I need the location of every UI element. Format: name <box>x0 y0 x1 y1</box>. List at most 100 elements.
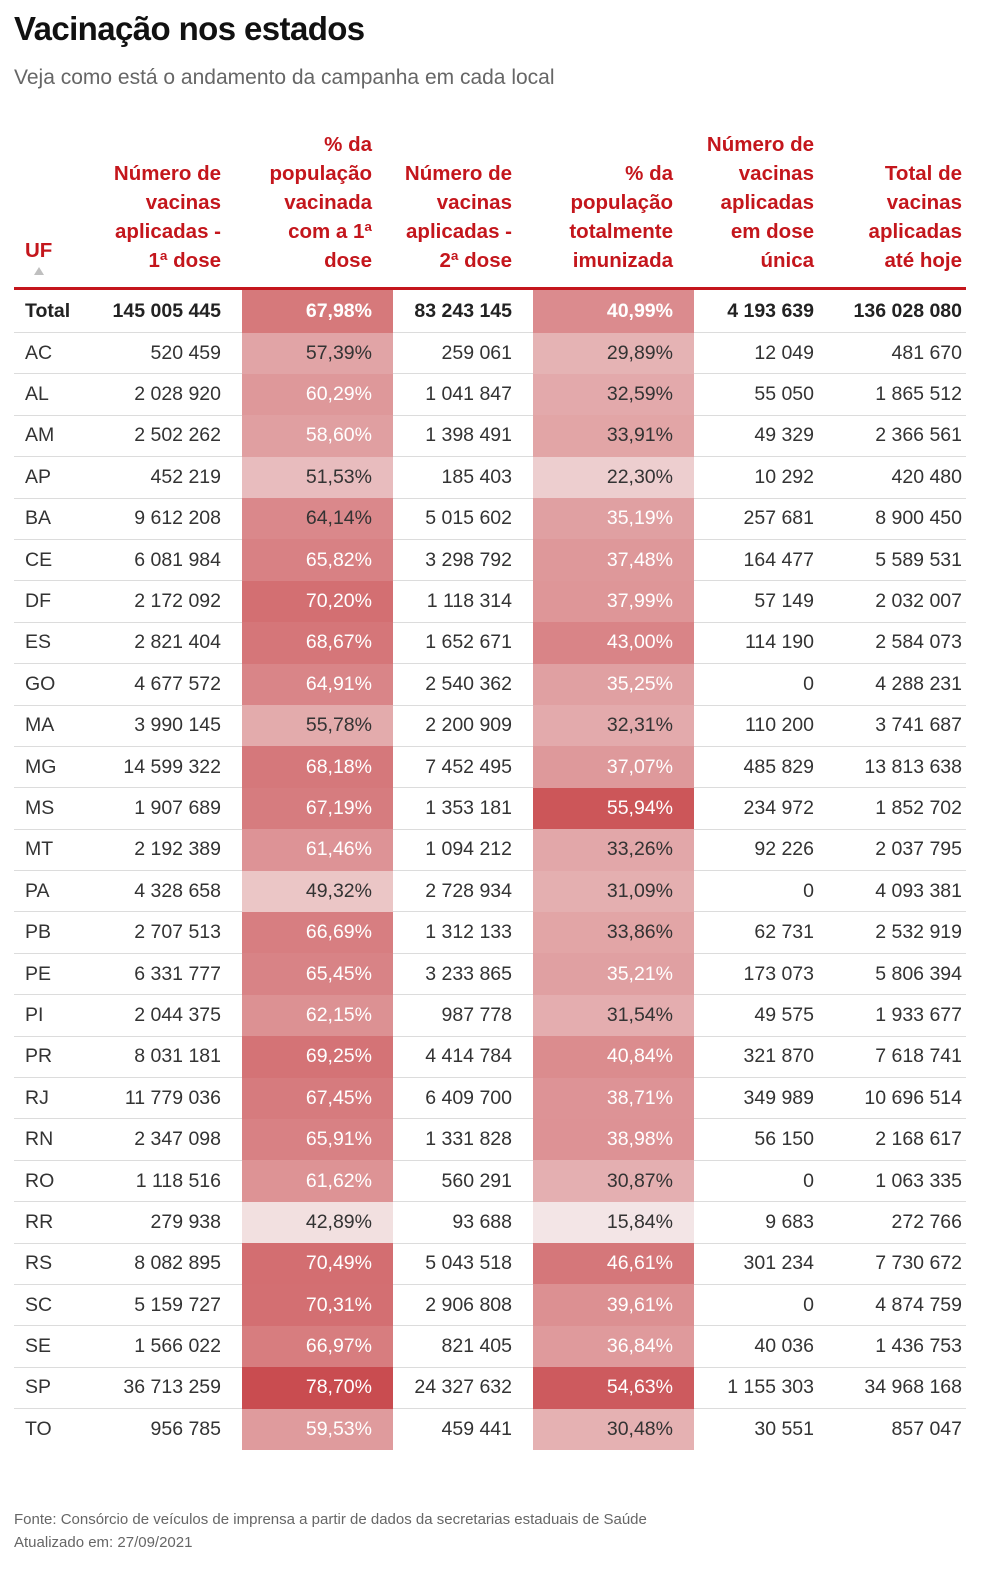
cell-second-dose: 5 015 602 <box>393 498 533 540</box>
cell-total: 2 032 007 <box>835 580 966 623</box>
cell-first-dose-percent: 58,60% <box>242 415 393 457</box>
cell-fully-immunized-percent: 55,94% <box>533 787 694 830</box>
cell-fully-immunized-percent: 31,09% <box>533 870 694 912</box>
cell-total: 481 670 <box>835 332 966 375</box>
cell-uf: AP <box>14 456 104 499</box>
cell-first-dose: 2 821 404 <box>104 622 242 665</box>
cell-uf: MG <box>14 746 104 789</box>
column-header-total[interactable]: Total de vacinas aplicadas até hoje <box>835 130 966 290</box>
table-row: AM 2 502 262 58,60% 1 398 491 33,91% 49 329 2 … <box>14 415 966 458</box>
cell-first-dose: 3 990 145 <box>104 705 242 747</box>
cell-first-dose-percent: 60,29% <box>242 373 393 416</box>
cell-first-dose: 2 028 920 <box>104 373 242 416</box>
cell-fully-immunized-percent: 22,30% <box>533 456 694 499</box>
cell-first-dose: 2 172 092 <box>104 580 242 623</box>
cell-total: 1 436 753 <box>835 1325 966 1368</box>
table-row: RR 279 938 42,89% 93 688 15,84% 9 683 272 766 <box>14 1201 966 1244</box>
cell-single-dose: 0 <box>694 663 835 706</box>
updated-date: Atualizado em: 27/09/2021 <box>14 1534 193 1551</box>
cell-total: 3 741 687 <box>835 705 966 747</box>
cell-second-dose: 1 312 133 <box>393 911 533 954</box>
cell-first-dose: 452 219 <box>104 456 242 499</box>
column-header-label: UF <box>25 239 53 262</box>
cell-uf: SE <box>14 1325 104 1368</box>
cell-fully-immunized-percent: 54,63% <box>533 1367 694 1409</box>
table-row: MS 1 907 689 67,19% 1 353 181 55,94% 234 972 1… <box>14 787 966 830</box>
table-row: AP 452 219 51,53% 185 403 22,30% 10 292 420 48… <box>14 456 966 499</box>
cell-uf: SP <box>14 1367 104 1410</box>
cell-second-dose: 259 061 <box>393 332 533 375</box>
cell-total: 34 968 168 <box>835 1367 966 1410</box>
cell-second-dose: 1 398 491 <box>393 415 533 458</box>
cell-uf: PI <box>14 994 104 1037</box>
cell-first-dose-percent: 68,18% <box>242 746 393 788</box>
cell-first-dose-percent: 57,39% <box>242 332 393 374</box>
cell-total: 13 813 638 <box>835 746 966 789</box>
cell-first-dose: 6 081 984 <box>104 539 242 582</box>
cell-single-dose: 30 551 <box>754 1417 814 1440</box>
cell-first-dose: 36 713 259 <box>104 1367 242 1410</box>
cell-total: 272 766 <box>835 1201 966 1244</box>
cell-second-dose: 3 233 865 <box>393 953 533 996</box>
cell-first-dose-percent: 70,31% <box>242 1284 393 1326</box>
cell-single-dose: 0 <box>694 1284 835 1327</box>
cell-total: 136 028 080 <box>835 288 966 333</box>
cell-fully-immunized-percent: 30,48% <box>533 1408 694 1450</box>
cell-uf: PR <box>14 1036 104 1079</box>
cell-uf: MS <box>14 787 104 830</box>
cell-fully-immunized-percent: 37,07% <box>533 746 694 788</box>
cell-single-dose: 49 329 <box>694 415 835 458</box>
cell-single-dose: 110 200 <box>694 705 835 747</box>
sort-up-triangle-icon[interactable] <box>34 267 104 275</box>
cell-total: 10 696 514 <box>835 1077 966 1120</box>
cell-uf: RO <box>14 1160 104 1203</box>
column-header-second-dose[interactable]: Número de vacinas aplicadas - 2ª dose <box>393 130 533 290</box>
cell-first-dose-percent: 61,46% <box>242 829 393 871</box>
cell-fully-immunized-percent: 40,84% <box>533 1036 694 1078</box>
table-body: Total 145 005 445 67,98% 83 243 145 40,99% 4 … <box>14 288 966 1450</box>
cell-total: 2 037 795 <box>835 829 966 872</box>
table-row: SP 36 713 259 78,70% 24 327 632 54,63% 1 155 … <box>14 1367 966 1410</box>
column-header-first-dose[interactable]: Número de vacinas aplicadas - 1ª dose <box>104 130 242 290</box>
cell-uf: MA <box>14 705 104 747</box>
table-row: PR 8 031 181 69,25% 4 414 784 40,84% 321 870 7… <box>14 1036 966 1079</box>
cell-total: 2 168 617 <box>835 1118 966 1161</box>
cell-single-dose: 301 234 <box>694 1243 835 1285</box>
column-header-uf[interactable]: UF <box>14 130 104 290</box>
cell-second-dose: 7 452 495 <box>393 746 533 789</box>
column-header-single-dose[interactable]: Número de vacinas aplicadas em dose únic… <box>694 130 835 290</box>
cell-first-dose-percent: 67,45% <box>242 1077 393 1119</box>
cell-single-dose: 485 829 <box>694 746 835 789</box>
cell-fully-immunized-percent: 33,26% <box>533 829 694 871</box>
cell-first-dose: 6 331 777 <box>104 953 242 996</box>
cell-fully-immunized-percent: 30,87% <box>533 1160 694 1202</box>
cell-total: 8 900 450 <box>835 498 966 540</box>
cell-first-dose-percent: 55,78% <box>242 705 393 747</box>
cell-total: 1 852 702 <box>835 787 966 830</box>
cell-second-dose: 93 688 <box>393 1201 533 1244</box>
cell-first-dose-percent: 64,91% <box>242 663 393 706</box>
cell-total: 1 865 512 <box>835 373 966 416</box>
cell-total: 2 366 561 <box>835 415 966 458</box>
table-row: BA 9 612 208 64,14% 5 015 602 35,19% 257 681 8… <box>14 498 966 540</box>
cell-first-dose: 2 502 262 <box>104 415 242 458</box>
cell-first-dose: 1 566 022 <box>104 1325 242 1368</box>
cell-first-dose: 145 005 445 <box>104 288 242 333</box>
cell-first-dose-percent: 65,45% <box>242 953 393 995</box>
cell-second-dose: 987 778 <box>393 994 533 1037</box>
cell-first-dose: 2 044 375 <box>104 994 242 1037</box>
cell-single-dose: 0 <box>694 1160 835 1203</box>
cell-second-dose: 5 043 518 <box>393 1243 533 1285</box>
cell-fully-immunized-percent: 35,25% <box>533 663 694 706</box>
column-header-fully-immunized-percent[interactable]: % da população totalmente imunizada <box>533 130 694 290</box>
cell-fully-immunized-percent: 40,99% <box>533 288 694 333</box>
cell-total: 1 933 677 <box>835 994 966 1037</box>
cell-second-dose: 1 094 212 <box>393 829 533 872</box>
cell-total: 2 532 919 <box>835 911 966 954</box>
cell-first-dose: 8 082 895 <box>104 1243 242 1285</box>
column-header-first-dose-percent[interactable]: % da população vacinada com a 1ª dose <box>242 130 393 290</box>
cell-uf: MT <box>14 829 104 872</box>
cell-single-dose: 1 155 303 <box>694 1367 835 1410</box>
cell-uf: Total <box>14 288 104 333</box>
cell-second-dose: 1 353 181 <box>393 787 533 830</box>
